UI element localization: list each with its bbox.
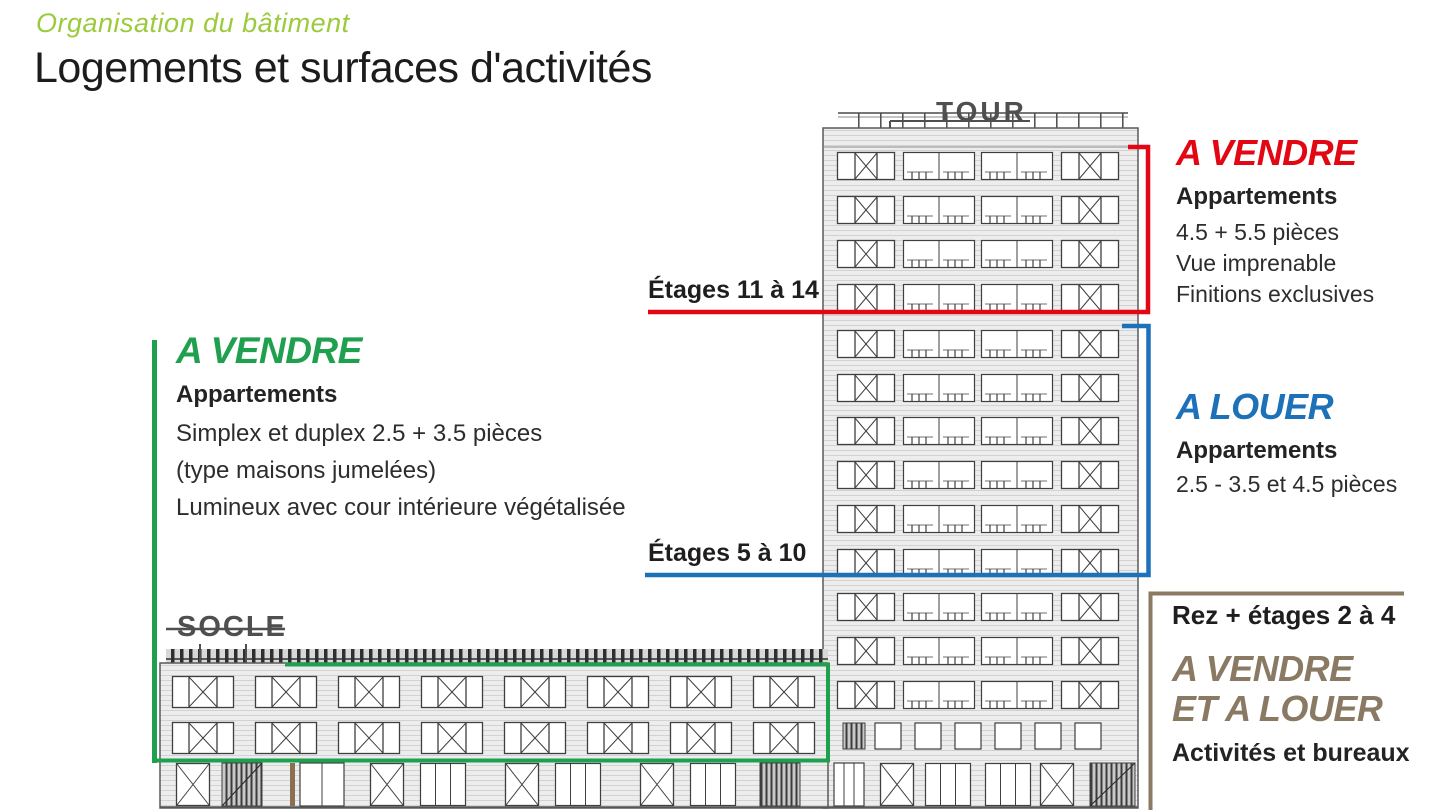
tower-sale-heading: A VENDRE xyxy=(1176,132,1357,173)
base-mixed-heading-line2: ET A LOUER xyxy=(1172,688,1383,729)
page-title: Logements et surfaces d'activités xyxy=(34,44,652,92)
socle-sale-line-1: Simplex et duplex 2.5 + 3.5 pièces xyxy=(176,420,543,447)
tower-sale-line-2: Vue imprenable xyxy=(1176,250,1337,276)
base-mixed-heading-line1: A VENDRE xyxy=(1172,648,1353,689)
floors-label-11-14: Étages 11 à 14 xyxy=(648,276,819,304)
socle-roof-railing xyxy=(166,649,828,663)
base-mixed-floors-label: Rez + étages 2 à 4 xyxy=(1172,600,1396,630)
base-mixed-block: Rez + étages 2 à 4 A VENDRE ET A LOUER A… xyxy=(1172,600,1440,770)
socle-sale-subheading: Appartements xyxy=(176,381,338,408)
label-leader-lines xyxy=(166,120,1030,663)
tower-rent-line-1: 2.5 - 3.5 et 4.5 pièces xyxy=(1176,471,1398,497)
socle-sale-heading: A VENDRE xyxy=(176,330,362,371)
tower-label: TOUR xyxy=(936,96,1027,127)
tower-sale-line-3: Finitions exclusives xyxy=(1176,281,1375,307)
base-mixed-subheading: Activités et bureaux xyxy=(1172,739,1410,767)
tower-rent-block: A LOUER Appartements 2.5 - 3.5 et 4.5 pi… xyxy=(1176,386,1440,500)
socle-ground-floor xyxy=(160,762,828,808)
tower-sale-line-1: 4.5 + 5.5 pièces xyxy=(1176,219,1340,245)
bracket-floors-5-10 xyxy=(645,323,1151,578)
tower-rent-subheading: Appartements xyxy=(1176,437,1338,464)
bracket-floors-11-14 xyxy=(648,144,1151,315)
tower-sale-subheading: Appartements xyxy=(1176,183,1338,210)
bracket-base-mixed xyxy=(1148,591,1404,810)
socle-sale-line-3: Lumineux avec cour intérieure végétalisé… xyxy=(176,494,626,521)
socle-label: SOCLE xyxy=(177,611,287,643)
tower-sale-block: A VENDRE Appartements 4.5 + 5.5 pièces V… xyxy=(1176,132,1436,310)
bracket-socle-outline xyxy=(152,662,830,763)
tower-rent-heading: A LOUER xyxy=(1176,386,1334,427)
floors-label-5-10: Étages 5 à 10 xyxy=(648,539,807,567)
slide-kicker: Organisation du bâtiment xyxy=(36,8,350,38)
socle-sale-line-2: (type maisons jumelées) xyxy=(176,457,437,484)
tower-ground-floor xyxy=(823,762,1138,808)
tower-narrow-band xyxy=(842,722,1102,750)
socle-sale-block: A VENDRE Appartements Simplex et duplex … xyxy=(176,330,716,526)
